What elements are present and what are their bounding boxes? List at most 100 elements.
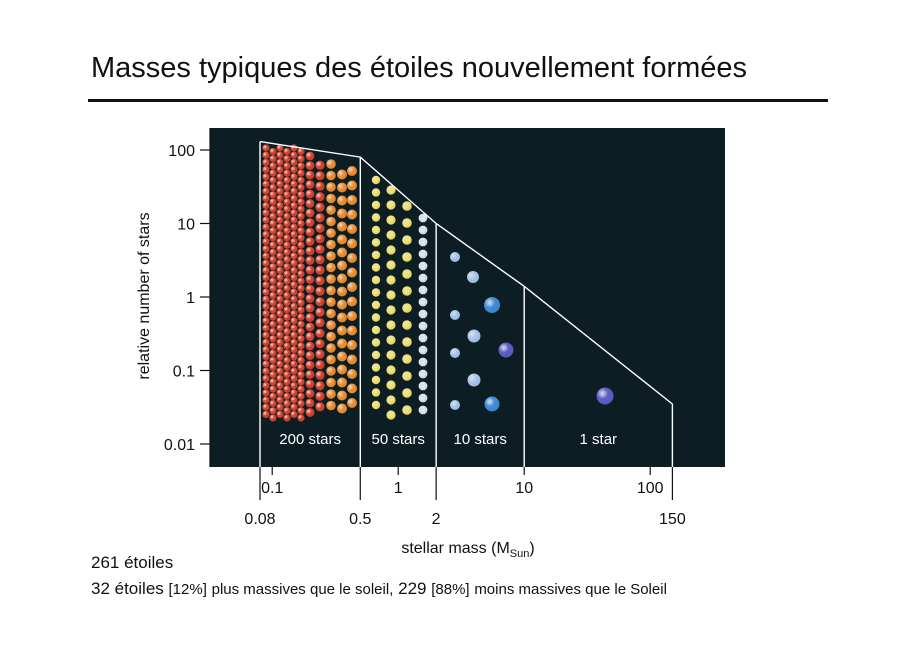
star-red — [297, 378, 305, 386]
star-lblue — [467, 373, 481, 387]
star-red — [269, 349, 277, 357]
star-red — [283, 371, 291, 379]
star-orange — [315, 370, 325, 380]
star-orange — [326, 182, 336, 192]
star-white — [418, 393, 428, 403]
star-red — [297, 371, 305, 379]
star-yellow — [371, 388, 381, 397]
star-orange — [347, 224, 357, 234]
star-yellow — [386, 200, 396, 210]
star-red — [297, 327, 305, 336]
star-orange — [305, 170, 315, 180]
star-orange — [326, 216, 336, 227]
star-red — [297, 277, 305, 285]
star-yellow — [371, 350, 381, 360]
star-orange — [337, 325, 347, 336]
star-red — [269, 327, 277, 336]
star-red — [290, 360, 298, 368]
label-layer: 200 stars 50 stars 10 stars 1 star — [279, 431, 617, 448]
star-red — [262, 223, 270, 231]
star-white — [418, 405, 428, 415]
star-yellow — [402, 303, 412, 313]
star-red — [269, 248, 277, 256]
star-orange — [337, 208, 347, 219]
bin-label: 50 stars — [372, 431, 425, 448]
star-red — [262, 310, 270, 318]
star-red — [276, 389, 284, 397]
star-red — [283, 234, 291, 242]
star-red — [283, 183, 291, 192]
y-tick-label: 0.01 — [164, 437, 195, 454]
star-orange — [326, 354, 336, 365]
star-orange — [315, 328, 325, 338]
star-red — [290, 288, 298, 296]
star-red — [297, 227, 305, 235]
star-orange — [315, 181, 325, 191]
star-orange — [305, 208, 315, 218]
star-red — [283, 335, 291, 343]
y-tick-label: 100 — [168, 143, 195, 160]
star-red — [262, 374, 270, 382]
star-orange — [326, 228, 336, 238]
star-red — [297, 212, 305, 220]
star-orange — [305, 246, 315, 256]
star-orange — [305, 294, 315, 303]
star-red — [290, 403, 298, 411]
star-red — [290, 338, 298, 346]
star-yellow — [386, 275, 396, 285]
star-red — [269, 371, 277, 379]
star-red — [276, 158, 284, 166]
star-red — [283, 313, 291, 321]
star-red — [297, 356, 305, 364]
star-yellow — [402, 286, 412, 296]
star-massive — [596, 387, 614, 405]
star-red — [297, 284, 305, 292]
star-red — [283, 162, 291, 170]
star-red — [262, 382, 270, 390]
star-red — [276, 310, 284, 318]
star-orange — [337, 234, 347, 245]
star-orange — [326, 170, 336, 181]
star-orange — [347, 369, 357, 379]
star-red — [262, 173, 270, 181]
star-red — [269, 291, 277, 300]
star-orange — [305, 408, 315, 417]
star-red — [269, 205, 277, 213]
star-orange — [347, 383, 357, 394]
star-red — [269, 155, 277, 163]
star-orange — [326, 193, 336, 204]
star-red — [290, 331, 298, 339]
star-orange — [305, 275, 315, 284]
star-red — [269, 162, 277, 170]
star-orange — [337, 273, 347, 284]
star-red — [290, 346, 298, 354]
star-red — [262, 252, 270, 260]
star-red — [297, 219, 305, 228]
star-red — [297, 248, 305, 256]
star-orange — [347, 296, 357, 307]
star-red — [283, 205, 291, 213]
massive-percent: [12%] — [168, 581, 207, 598]
star-yellow — [371, 200, 381, 210]
star-orange — [315, 202, 325, 212]
star-red — [283, 392, 291, 400]
star-red — [262, 144, 270, 152]
star-red — [297, 342, 305, 350]
star-red — [262, 166, 270, 174]
star-red — [297, 414, 305, 422]
star-red — [283, 306, 291, 314]
star-red — [283, 147, 291, 156]
star-red — [262, 317, 270, 325]
x-tick-label-lower: 2 — [432, 511, 441, 528]
star-red — [297, 169, 305, 177]
star-red — [276, 302, 284, 310]
star-orange — [305, 398, 315, 408]
star-red — [283, 320, 291, 328]
star-red — [297, 299, 305, 307]
star-red — [290, 396, 298, 404]
star-red — [297, 349, 305, 357]
star-yellow — [386, 260, 396, 270]
star-red — [290, 410, 298, 418]
star-red — [262, 266, 270, 274]
